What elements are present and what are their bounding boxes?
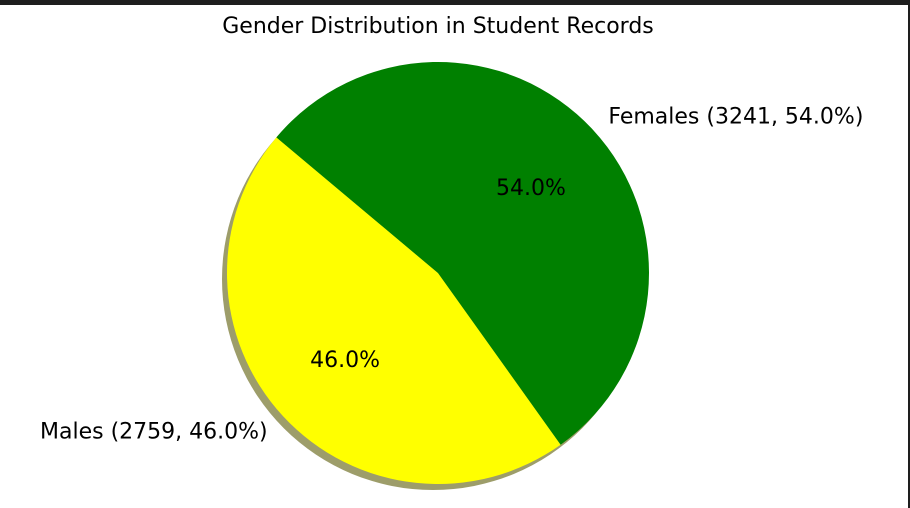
- pie-slice-males: [227, 137, 561, 484]
- pie-slices: [227, 61, 650, 484]
- window-right-border: [908, 0, 910, 508]
- pie-slice-females: [276, 61, 650, 445]
- pie-slice-label-males: Males (2759, 46.0%): [40, 420, 268, 445]
- chart-title: Gender Distribution in Student Records: [222, 14, 654, 39]
- window-top-border: [0, 0, 910, 5]
- pie-labels: 46.0% Males (2759, 46.0%) 54.0% Females (32…: [40, 104, 863, 444]
- pie-pct-label-females: 54.0%: [496, 176, 566, 201]
- pie-slice-label-females: Females (3241, 54.0%): [608, 104, 863, 129]
- pie-pct-label-males: 46.0%: [310, 348, 380, 373]
